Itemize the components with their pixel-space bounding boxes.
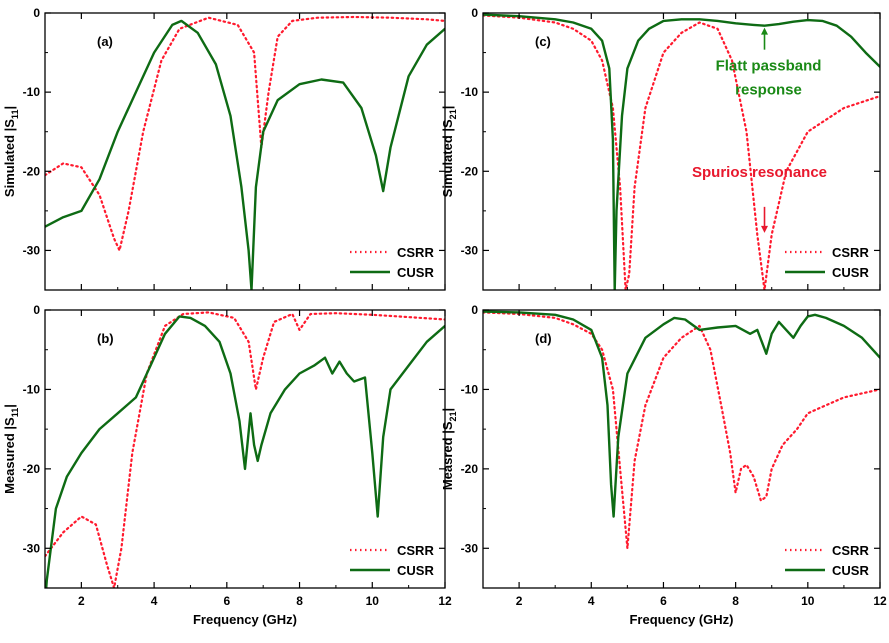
y-tick-label: -30 xyxy=(23,541,41,555)
panel-label: (a) xyxy=(97,34,113,49)
annotation-arrow-head xyxy=(761,225,769,233)
y-tick-label: -30 xyxy=(461,243,479,257)
y-tick-label: -20 xyxy=(461,164,479,178)
y-tick-label: 0 xyxy=(33,6,40,20)
legend: CSRR CUSR xyxy=(350,245,434,280)
y-tick-label: -20 xyxy=(23,462,41,476)
plot-frame xyxy=(44,12,446,291)
plot-frame xyxy=(44,309,446,589)
panel-label: (b) xyxy=(97,331,114,346)
series-group xyxy=(483,310,880,550)
legend: CSRR CUSR xyxy=(785,543,869,578)
y-tick-label: 0 xyxy=(33,303,40,317)
x-tick-label: 2 xyxy=(78,594,85,608)
series-line-csrr xyxy=(45,15,445,252)
chart-panel-a: 0 -10 -20 -30 (a) Simulated |S11| CSRR CUSR xyxy=(2,6,446,291)
plot-frame xyxy=(482,309,881,589)
legend: CSRR CUSR xyxy=(785,245,869,280)
annotation-text: Spurios resonance xyxy=(692,164,827,181)
y-tick-label: 0 xyxy=(471,6,478,20)
x-tick-label: 2 xyxy=(516,594,523,608)
series-line-csrr xyxy=(483,14,880,290)
y-axis-title: Measured |S11| xyxy=(2,404,20,494)
y-tick-label: -10 xyxy=(461,85,479,99)
annotation-text: response xyxy=(735,82,802,99)
x-axis-title: Frequency (GHz) xyxy=(193,612,297,627)
legend-label: CSRR xyxy=(832,543,869,558)
legend-label: CUSR xyxy=(397,265,434,280)
chart-panel-c: 0 -10 -20 -30 (c) Simulated |S21| CSRR CUSR Flat… xyxy=(440,6,881,291)
panel-label: (d) xyxy=(535,331,552,346)
chart-panel-d: 2 4 6 8 10 12 0 -10 -20 -30 (d) Measred |S21| Freque… xyxy=(440,303,887,627)
legend-label: CUSR xyxy=(832,563,869,578)
y-tick-label: -10 xyxy=(23,382,41,396)
x-tick-label: 12 xyxy=(873,594,887,608)
x-tick-label: 8 xyxy=(296,594,303,608)
annotation-0: Flatt passband response xyxy=(716,27,822,99)
x-axis-title: Frequency (GHz) xyxy=(629,612,733,627)
legend-label: CUSR xyxy=(832,265,869,280)
legend-label: CUSR xyxy=(397,563,434,578)
series-line-cusr xyxy=(483,13,880,290)
legend-label: CSRR xyxy=(832,245,869,260)
x-tick-label: 8 xyxy=(732,594,739,608)
y-tick-label: 0 xyxy=(471,303,478,317)
annotation-1: Spurios resonance xyxy=(692,164,827,233)
series-line-cusr xyxy=(45,315,445,588)
y-tick-label: -30 xyxy=(461,541,479,555)
x-tick-label: 6 xyxy=(223,594,230,608)
x-tick-label: 10 xyxy=(366,594,380,608)
series-group xyxy=(45,15,445,290)
y-tick-label: -10 xyxy=(461,382,479,396)
legend-label: CSRR xyxy=(397,543,434,558)
chart-panel-b: 2 4 6 8 10 12 0 -10 -20 -30 (b) Measured |S11| Frequ… xyxy=(2,303,452,627)
series-group xyxy=(45,311,445,588)
series-group xyxy=(483,13,880,290)
y-axis-title: Measred |S21| xyxy=(440,408,458,490)
panel-label: (c) xyxy=(535,34,551,49)
y-axis-title: Simulated |S11| xyxy=(2,106,20,197)
series-line-csrr xyxy=(45,311,445,588)
y-tick-label: -20 xyxy=(23,164,41,178)
series-line-cusr xyxy=(45,19,445,290)
y-axis-title: Simulated |S21| xyxy=(440,106,458,198)
x-tick-label: 12 xyxy=(438,594,452,608)
x-tick-label: 6 xyxy=(660,594,667,608)
annotation-arrow-head xyxy=(761,27,769,35)
series-line-cusr xyxy=(483,310,880,518)
plot-frame xyxy=(482,12,881,291)
series-line-csrr xyxy=(483,311,880,550)
x-tick-label: 4 xyxy=(588,594,595,608)
x-tick-label: 4 xyxy=(151,594,158,608)
legend: CSRR CUSR xyxy=(350,543,434,578)
y-tick-label: -10 xyxy=(23,85,41,99)
x-tick-label: 10 xyxy=(801,594,815,608)
y-tick-label: -20 xyxy=(461,462,479,476)
legend-label: CSRR xyxy=(397,245,434,260)
y-tick-label: -30 xyxy=(23,243,41,257)
annotation-text: Flatt passband xyxy=(716,58,822,75)
